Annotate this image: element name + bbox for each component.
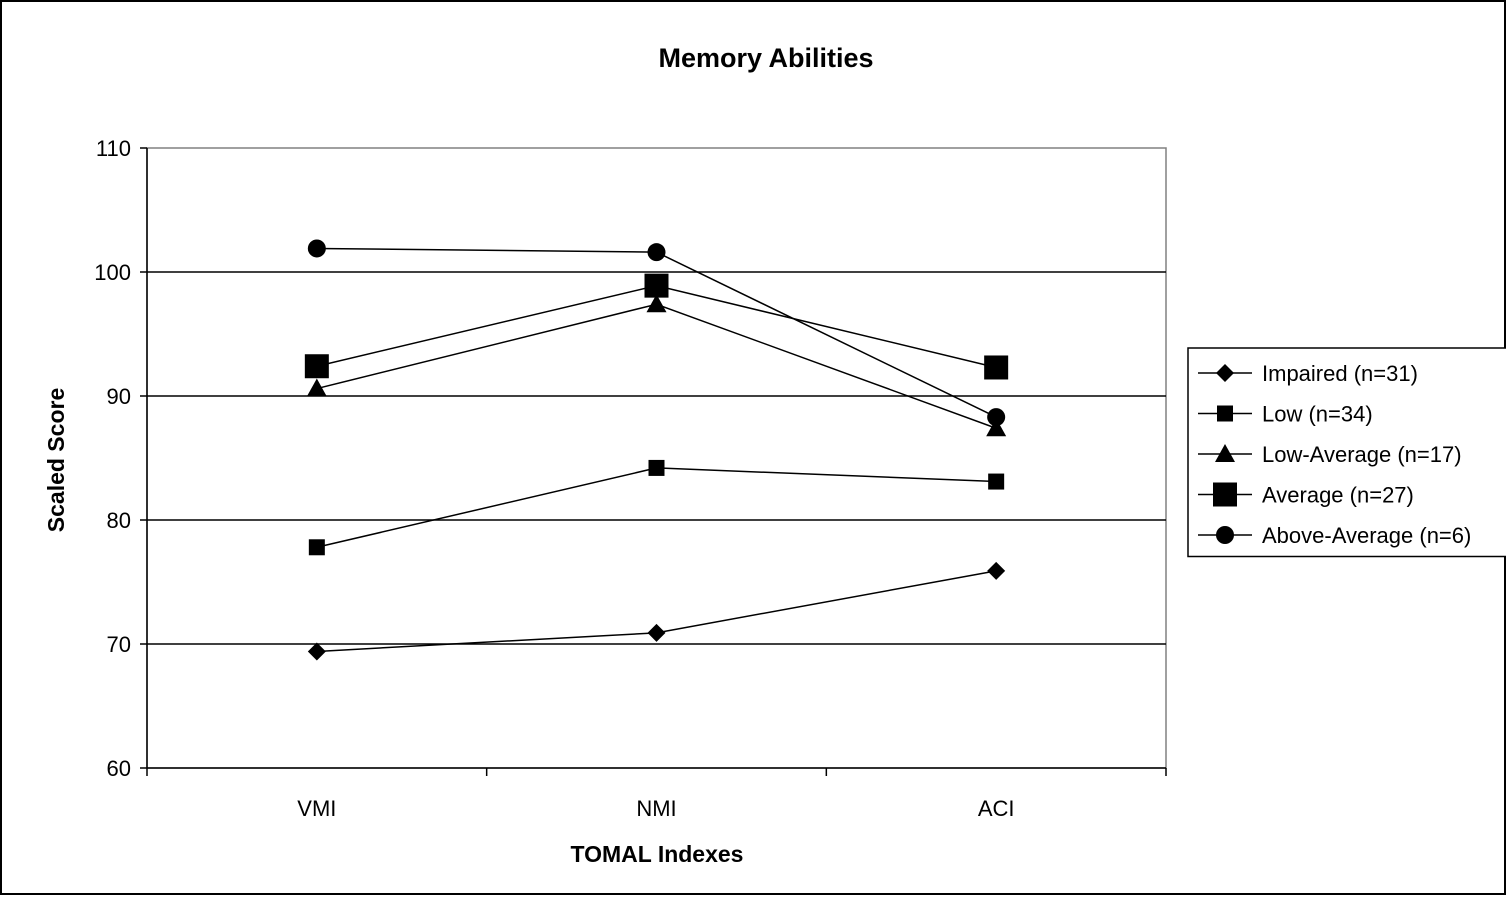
y-axis-title: Scaled Score: [43, 388, 69, 532]
diamond-marker: [987, 561, 1006, 580]
legend-label: Above-Average (n=6): [1262, 523, 1471, 548]
y-tick-label: 80: [107, 508, 131, 533]
large-square-marker: [984, 355, 1009, 380]
legend-label: Low-Average (n=17): [1262, 442, 1462, 467]
square-marker: [648, 459, 665, 476]
triangle-marker: [646, 294, 667, 313]
circle-marker: [1216, 526, 1234, 544]
circle-marker: [307, 239, 326, 258]
large-square-marker: [644, 273, 669, 298]
legend-label: Impaired (n=31): [1262, 361, 1418, 386]
square-marker: [988, 473, 1005, 490]
y-tick-label: 90: [107, 384, 131, 409]
y-tick-label: 110: [96, 136, 131, 161]
x-tick-label: ACI: [978, 796, 1015, 821]
x-tick-label: NMI: [636, 796, 676, 821]
legend-label: Average (n=27): [1262, 483, 1414, 508]
y-tick-label: 100: [94, 260, 131, 285]
y-tick-label: 60: [107, 756, 131, 781]
large-square-marker: [304, 354, 329, 379]
diamond-marker: [307, 642, 326, 661]
triangle-marker: [1215, 444, 1235, 462]
square-marker: [308, 539, 325, 556]
circle-marker: [647, 243, 666, 262]
x-axis-title: TOMAL Indexes: [571, 841, 744, 867]
diamond-marker: [1216, 364, 1234, 382]
triangle-marker: [986, 418, 1007, 437]
circle-marker: [987, 408, 1006, 427]
large-square-marker: [1213, 482, 1237, 507]
legend-box: [1187, 347, 1506, 558]
y-tick-label: 70: [107, 632, 131, 657]
diamond-marker: [647, 623, 666, 642]
chart-title: Memory Abilities: [658, 43, 873, 73]
square-marker: [1217, 405, 1233, 422]
legend: Impaired (n=31) Low (n=34) Low-Average (n=…: [1187, 347, 1506, 558]
x-tick-label: VMI: [297, 796, 336, 821]
triangle-marker: [306, 378, 327, 397]
plot-area: 60 70 80 90 100 110 VMI NMI ACI: [94, 136, 1167, 821]
legend-label: Low (n=34): [1262, 402, 1373, 427]
